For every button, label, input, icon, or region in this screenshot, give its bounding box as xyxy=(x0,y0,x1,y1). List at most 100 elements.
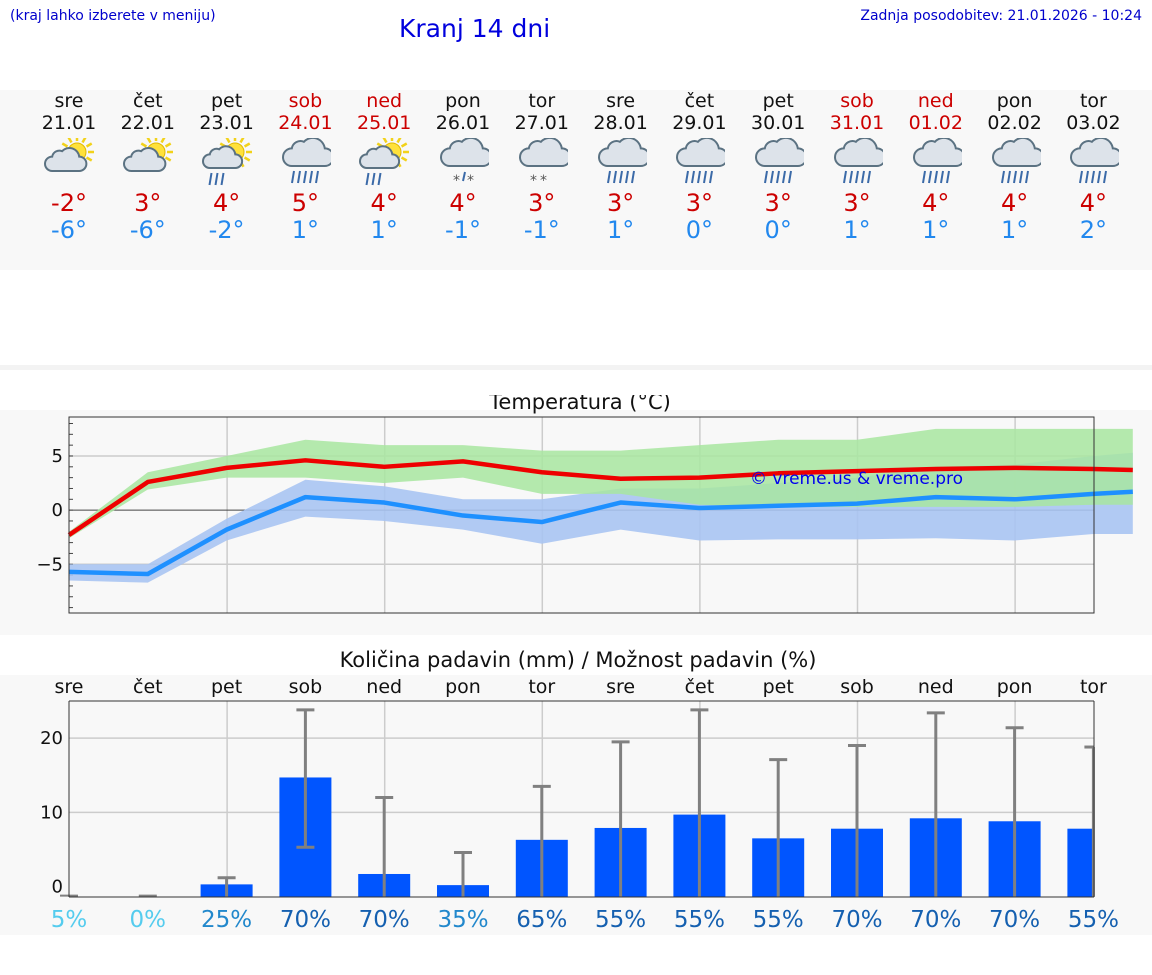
cloud-shape xyxy=(44,147,88,172)
precip-probability: 70% xyxy=(910,907,961,933)
precip-probability: 55% xyxy=(753,907,804,933)
watermark: © vreme.us & vreme.pro xyxy=(750,469,963,489)
temp-max: 3° xyxy=(764,189,792,217)
temp-max: 3° xyxy=(843,189,871,217)
temperature-chart: Temperatura (°C) 5 0 −5 © vreme.us & vreme.p… xyxy=(36,395,1133,614)
precipitation-title: Količina padavin (mm) / Možnost padavin … xyxy=(340,648,817,672)
x-day-label: pon xyxy=(445,676,481,698)
day-name: sob xyxy=(288,90,323,112)
temp-min: -6° xyxy=(51,216,87,244)
day-date: 02.02 xyxy=(987,112,1042,134)
cloud-shape xyxy=(834,138,883,167)
sun-cloud-icon xyxy=(44,138,94,172)
temp-max: 5° xyxy=(291,189,320,217)
day-name: sob xyxy=(840,90,874,112)
x-day-label: sre xyxy=(606,676,635,698)
temp-max: 3° xyxy=(685,189,714,217)
cloud-shape xyxy=(991,138,1041,167)
min-temp-line xyxy=(68,489,1133,577)
day-date: 31.01 xyxy=(829,112,885,134)
day-name: čet xyxy=(684,90,715,112)
day-date: 28.01 xyxy=(593,112,648,134)
x-day-label: čet xyxy=(685,676,715,698)
cloud-shape xyxy=(122,147,167,172)
day-date: 29.01 xyxy=(672,112,727,134)
precip-probability: 70% xyxy=(831,907,882,933)
temp-min: 0° xyxy=(764,216,792,244)
max-temp-band xyxy=(69,428,1133,539)
precip-probability: 70% xyxy=(280,907,331,933)
temp-min: 1° xyxy=(922,216,950,244)
sun-cloud-rain-icon xyxy=(201,138,252,186)
precip-bar xyxy=(1067,828,1094,897)
cloud-rain-icon xyxy=(912,138,962,184)
cloud-shape xyxy=(201,145,243,169)
day-date: 27.01 xyxy=(514,112,569,134)
precip-probability: 25% xyxy=(201,907,252,933)
y-tick-label: 20 xyxy=(40,728,63,749)
page-title: Kranj 14 dni xyxy=(399,14,551,43)
x-day-label: tor xyxy=(528,676,555,698)
cloud-rain-icon xyxy=(755,138,805,184)
day-name: tor xyxy=(528,90,556,112)
cloud-rain-icon xyxy=(1070,138,1120,184)
cloud-rain-icon xyxy=(597,138,647,184)
precip-probability: 35% xyxy=(437,907,488,933)
x-day-label: sob xyxy=(289,676,323,698)
temp-max: 3° xyxy=(528,189,556,217)
day-name: pet xyxy=(210,90,243,112)
day-date: 21.01 xyxy=(41,112,97,134)
x-day-label: ned xyxy=(918,676,954,698)
y-tick-label: 0 xyxy=(52,877,63,898)
day-name: čet xyxy=(133,90,163,112)
separator xyxy=(0,365,1152,370)
day-date: 01.02 xyxy=(908,112,963,134)
svg-text:*: * xyxy=(530,173,537,186)
temp-max: 4° xyxy=(212,189,241,217)
svg-text:*: * xyxy=(467,173,474,186)
cloud-rain-icon xyxy=(834,138,883,184)
y-tick-label: −5 xyxy=(36,554,63,575)
svg-text:*: * xyxy=(540,173,547,186)
temp-max: 4° xyxy=(449,189,477,217)
day-name: sre xyxy=(606,90,636,112)
x-day-label: pet xyxy=(211,676,242,698)
cloud-shape xyxy=(912,138,962,167)
daily-forecast-panel xyxy=(0,90,1152,270)
temperature-title: Temperatura (°C) xyxy=(488,395,671,414)
cloud-shape xyxy=(518,138,568,167)
temp-min: 1° xyxy=(1000,216,1029,244)
location-hint: (kraj lahko izberete v meniju) xyxy=(10,8,216,24)
precip-probability: 70% xyxy=(359,907,410,933)
day-date: 22.01 xyxy=(120,112,175,134)
day-name: tor xyxy=(1079,90,1107,112)
max-temp-line xyxy=(67,458,1133,537)
last-update: Zadnja posodobitev: 21.01.2026 - 10:24 xyxy=(860,8,1142,24)
temp-min: 1° xyxy=(291,216,320,244)
day-date: 25.01 xyxy=(356,112,412,134)
cloud-rain-icon xyxy=(991,138,1041,184)
precip-probability: 65% xyxy=(516,907,567,933)
y-tick-label: 10 xyxy=(40,802,63,823)
precip-probability: 5% xyxy=(51,907,88,933)
temp-max: 4° xyxy=(1079,189,1108,217)
temp-min: -6° xyxy=(129,216,166,244)
precipitation-chart: Količina padavin (mm) / Možnost padavin … xyxy=(40,648,1119,933)
x-day-label: sob xyxy=(840,676,874,698)
temp-min: -1° xyxy=(445,216,481,244)
cloud-shape xyxy=(282,138,332,167)
x-day-label: tor xyxy=(1080,676,1107,698)
plot-frame xyxy=(68,416,1095,614)
temp-min: 1° xyxy=(370,216,398,244)
day-date: 24.01 xyxy=(278,112,333,134)
temp-max: 4° xyxy=(922,189,950,217)
precip-probability: 0% xyxy=(130,907,167,933)
y-tick-label: 5 xyxy=(52,446,63,467)
temp-max: -2° xyxy=(51,189,87,217)
day-date: 26.01 xyxy=(435,112,491,134)
x-day-label: ned xyxy=(366,676,402,698)
x-day-label: pon xyxy=(997,676,1033,698)
precip-probability: 70% xyxy=(989,907,1040,933)
cloud-snow-icon: * * xyxy=(518,138,568,186)
svg-text:*: * xyxy=(453,173,460,186)
